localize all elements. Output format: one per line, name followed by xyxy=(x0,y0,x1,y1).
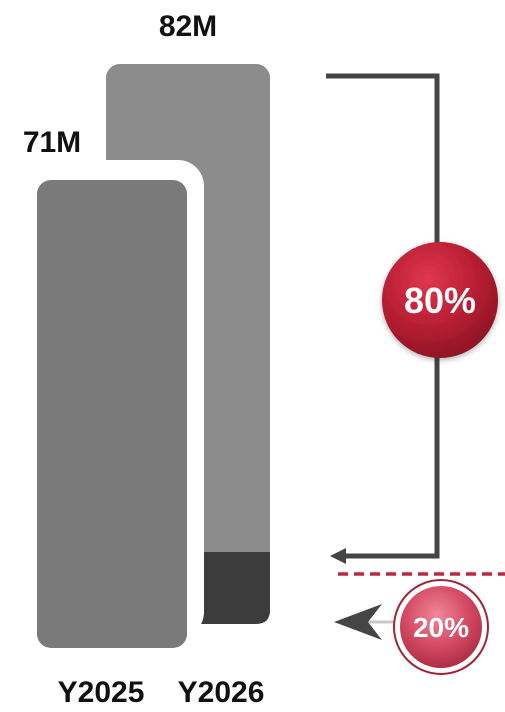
bar-y2025 xyxy=(37,180,187,648)
pointer-arrow xyxy=(334,604,398,640)
badge-20-label: 20% xyxy=(413,612,469,643)
badge-80-circle xyxy=(382,242,498,358)
badge-80-label: 80% xyxy=(404,280,476,321)
bar-y2026-base-segment xyxy=(196,552,270,624)
category-label-y2025: Y2025 xyxy=(58,676,145,709)
badge-20-percent: 20% xyxy=(393,579,489,675)
bracket-arrowhead xyxy=(330,548,346,564)
badge-80-percent: 80% xyxy=(382,242,498,358)
badge-20-circle xyxy=(400,586,482,668)
value-label-y2025: 71M xyxy=(23,126,81,159)
value-label-y2026: 82M xyxy=(159,10,217,43)
category-label-y2026: Y2026 xyxy=(178,676,265,709)
pointer-arrow-head xyxy=(334,604,382,640)
